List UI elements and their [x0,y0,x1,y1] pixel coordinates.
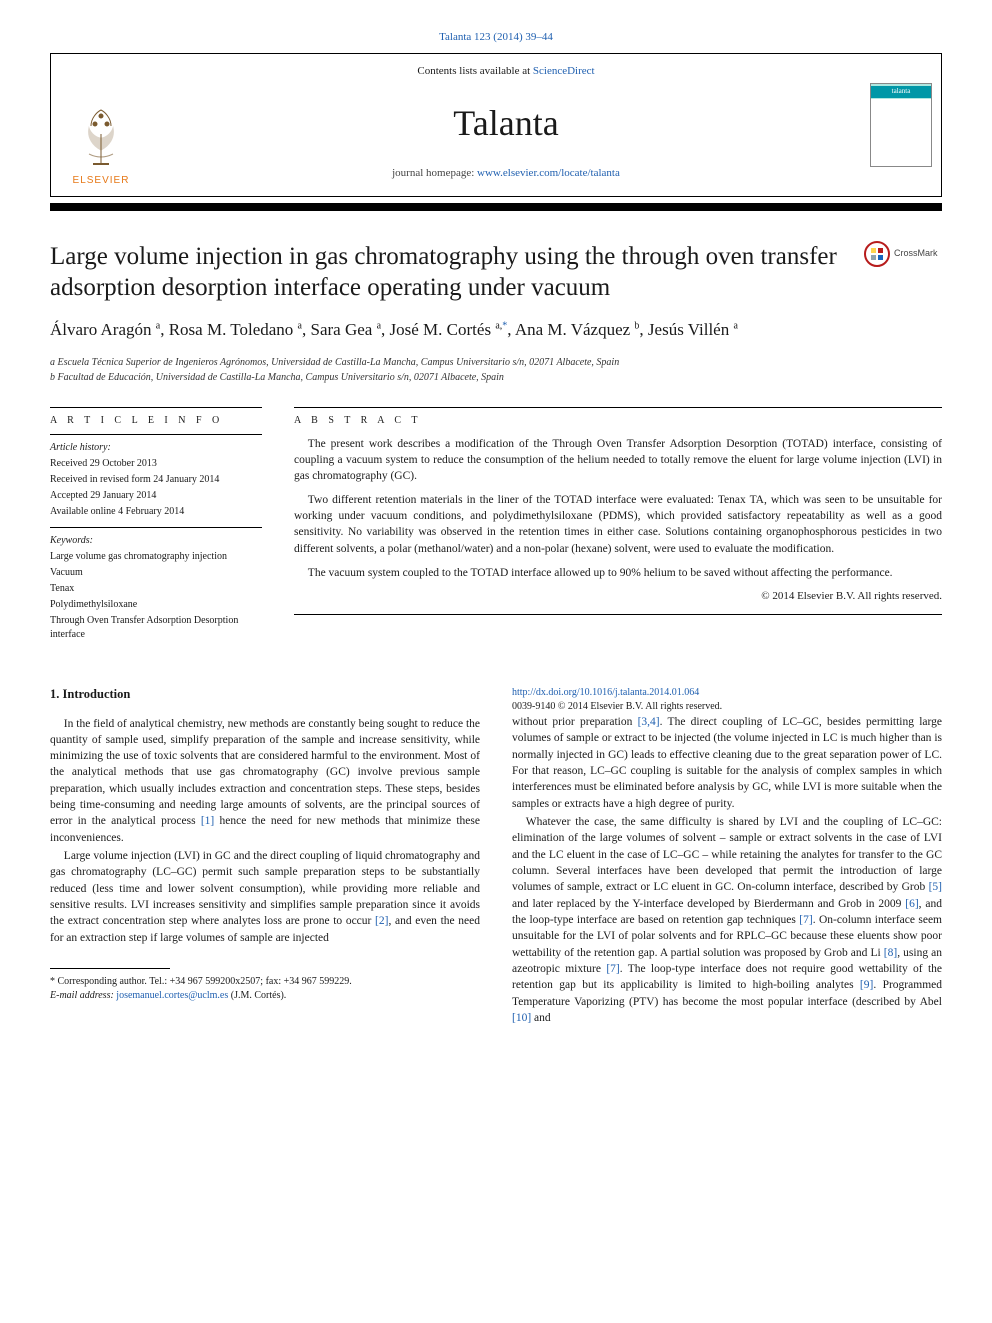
doi-block: http://dx.doi.org/10.1016/j.talanta.2014… [512,686,942,714]
corresponding-email-link[interactable]: josemanuel.cortes@uclm.es [116,990,228,1001]
citation-link[interactable]: [9] [860,979,873,991]
crossmark-badge[interactable]: CrossMark [864,241,942,267]
footnote-separator [50,968,170,969]
citation-link[interactable]: [10] [512,1012,531,1024]
keyword-item: Tenax [50,582,262,596]
article-title: Large volume injection in gas chromatogr… [50,241,844,304]
abstract-copyright: © 2014 Elsevier B.V. All rights reserved… [294,589,942,604]
section-1-heading: 1. Introduction [50,686,480,704]
citation-link[interactable]: [6] [905,898,918,910]
citation-link[interactable]: [5] [929,881,942,893]
doi-link[interactable]: http://dx.doi.org/10.1016/j.talanta.2014… [512,687,699,698]
corresponding-email-line: E-mail address: josemanuel.cortes@uclm.e… [50,989,480,1003]
keywords-label: Keywords: [50,534,262,548]
homepage-prefix: journal homepage: [392,167,477,179]
corresponding-author-note: * Corresponding author. Tel.: +34 967 59… [50,975,480,989]
publisher-logo: ELSEVIER [51,54,151,195]
elsevier-tree-icon [71,102,131,172]
issn-copyright: 0039-9140 © 2014 Elsevier B.V. All right… [512,700,942,714]
affiliation-b: b Facultad de Educación, Universidad de … [50,371,942,385]
article-info-column: a r t i c l e i n f o Article history: R… [50,407,262,644]
citation-link[interactable]: [3,4] [638,716,660,728]
body-para: Large volume injection (LVI) in GC and t… [50,848,480,946]
history-online: Available online 4 February 2014 [50,505,262,519]
sciencedirect-link[interactable]: ScienceDirect [533,65,595,77]
body-two-column: 1. Introduction In the field of analytic… [50,686,942,1026]
email-label: E-mail address: [50,990,116,1001]
affiliation-a: a Escuela Técnica Superior de Ingenieros… [50,356,942,370]
article-info-heading: a r t i c l e i n f o [50,414,262,428]
abstract-heading: a b s t r a c t [294,414,942,428]
cover-thumb-title: talanta [871,86,931,98]
contents-lists-line: Contents lists available at ScienceDirec… [159,64,853,79]
journal-cover-thumb: talanta [861,54,941,195]
abstract-para: The vacuum system coupled to the TOTAD i… [294,565,942,581]
abstract-para: Two different retention materials in the… [294,492,942,556]
journal-homepage-link[interactable]: www.elsevier.com/locate/talanta [477,167,620,179]
crossmark-label: CrossMark [894,247,938,260]
header-rule [50,203,942,211]
email-tail: (J.M. Cortés). [228,990,286,1001]
publisher-name: ELSEVIER [73,174,130,188]
crossmark-icon [864,241,890,267]
citation-link[interactable]: [7] [606,963,619,975]
journal-homepage-line: journal homepage: www.elsevier.com/locat… [159,166,853,181]
history-revised: Received in revised form 24 January 2014 [50,473,262,487]
history-received: Received 29 October 2013 [50,457,262,471]
affiliations: a Escuela Técnica Superior de Ingenieros… [50,356,942,385]
citation-link[interactable]: [7] [799,914,812,926]
footnotes: * Corresponding author. Tel.: +34 967 59… [50,975,480,1002]
running-citation: Talanta 123 (2014) 39–44 [50,30,942,45]
contents-prefix: Contents lists available at [417,65,532,77]
citation-link[interactable]: [2] [375,915,388,927]
citation-link[interactable]: [8] [884,947,897,959]
abstract-column: a b s t r a c t The present work describ… [294,407,942,644]
body-para: In the field of analytical chemistry, ne… [50,716,480,847]
journal-name: Talanta [159,98,853,148]
citation-link[interactable]: [1] [201,815,214,827]
body-para: without prior preparation [3,4]. The dir… [512,714,942,812]
authors-line: Álvaro Aragón a, Rosa M. Toledano a, Sar… [50,319,942,342]
history-accepted: Accepted 29 January 2014 [50,489,262,503]
keyword-item: Polydimethylsiloxane [50,598,262,612]
body-para: Whatever the case, the same difficulty i… [512,814,942,1026]
keyword-item: Large volume gas chromatography injectio… [50,550,262,564]
abstract-para: The present work describes a modificatio… [294,436,942,484]
journal-header: ELSEVIER Contents lists available at Sci… [50,53,942,196]
keyword-item: Through Oven Transfer Adsorption Desorpt… [50,614,262,642]
history-label: Article history: [50,441,262,455]
keyword-item: Vacuum [50,566,262,580]
